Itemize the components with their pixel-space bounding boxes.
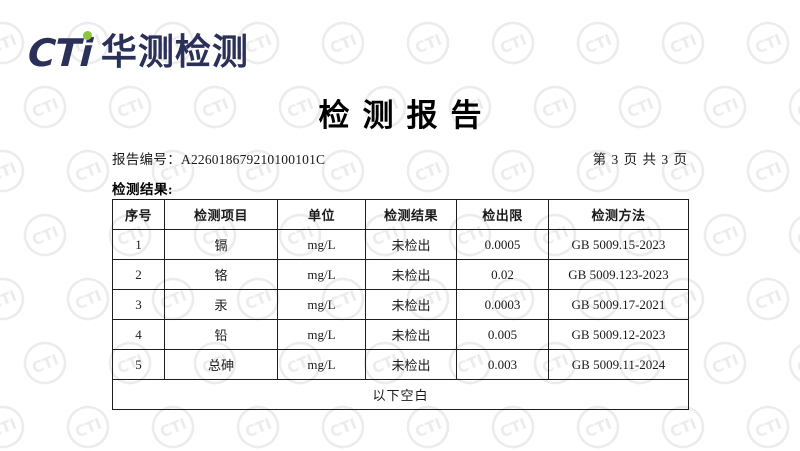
cell-unit: mg/L [277,319,366,350]
cell-limit: 0.003 [456,349,549,380]
cell-limit: 0.02 [456,259,549,290]
cell-limit: 0.0003 [456,289,549,320]
cell-method: GB 5009.17-2021 [548,289,689,320]
report-number: 报告编号：A226018679210100101C [112,148,325,168]
cell-method: GB 5009.12-2023 [548,319,689,350]
cell-unit: mg/L [277,289,366,320]
cell-result: 未检出 [365,259,457,290]
cell-limit: 0.0005 [456,229,549,260]
report-number-value: A226018679210100101C [181,152,326,167]
cell-result: 未检出 [365,319,457,350]
cell-result: 未检出 [365,349,457,380]
cell-result: 未检出 [365,289,457,320]
cell-no: 2 [112,259,165,290]
table-header-row: 序号 检测项目 单位 检测结果 检出限 检测方法 [112,199,689,230]
cell-unit: mg/L [277,349,366,380]
cell-method: GB 5009.11-2024 [548,349,689,380]
column-header-unit: 单位 [277,199,366,230]
cell-item: 汞 [164,289,278,320]
cell-result: 未检出 [365,229,457,260]
cell-item: 总砷 [164,349,278,380]
report-number-label: 报告编号： [112,152,181,167]
cell-no: 3 [112,289,165,320]
column-header-result: 检测结果 [365,199,457,230]
document-meta-row: 报告编号：A226018679210100101C 第 3 页 共 3 页 [112,148,688,168]
results-section-label: 检测结果: [112,182,173,197]
table-footer-row: 以下空白 [112,379,689,410]
cell-method: GB 5009.15-2023 [548,229,689,260]
cell-no: 1 [112,229,165,260]
cell-item: 铬 [164,259,278,290]
column-header-limit: 检出限 [456,199,549,230]
table-row: 4 铅 mg/L 未检出 0.005 GB 5009.12-2023 [112,319,689,350]
cell-unit: mg/L [277,259,366,290]
column-header-no: 序号 [112,199,165,230]
table-row: 3 汞 mg/L 未检出 0.0003 GB 5009.17-2021 [112,289,689,320]
table-body: 1 镉 mg/L 未检出 0.0005 GB 5009.15-2023 2 铬 mg/L 未检出 0… [112,229,689,380]
cell-item: 镉 [164,229,278,260]
table-row: 2 铬 mg/L 未检出 0.02 GB 5009.123-2023 [112,259,689,290]
cti-logo: CTi 华测检测 [27,26,249,75]
column-header-method: 检测方法 [548,199,689,230]
cti-logo-chinese: 华测检测 [100,32,249,73]
blank-below-note: 以下空白 [112,379,689,410]
cell-limit: 0.005 [456,319,549,350]
cell-no: 4 [112,319,165,350]
page-indicator: 第 3 页 共 3 页 [592,152,688,167]
cell-unit: mg/L [277,229,366,260]
cti-logo-latin: CTi [27,31,93,75]
table-header: 序号 检测项目 单位 检测结果 检出限 检测方法 [112,199,689,230]
cell-item: 铅 [164,319,278,350]
table-row: 5 总砷 mg/L 未检出 0.003 GB 5009.11-2024 [112,349,689,380]
page-title: 检测报告 [318,98,495,134]
column-header-item: 检测项目 [164,199,278,230]
cell-method: GB 5009.123-2023 [548,259,689,290]
table-row: 1 镉 mg/L 未检出 0.0005 GB 5009.15-2023 [112,229,689,260]
cell-no: 5 [112,349,165,380]
test-results-table: 序号 检测项目 单位 检测结果 检出限 检测方法 1 镉 mg/L 未检出 0.0005… [112,199,689,410]
table-footer: 以下空白 [112,379,689,410]
